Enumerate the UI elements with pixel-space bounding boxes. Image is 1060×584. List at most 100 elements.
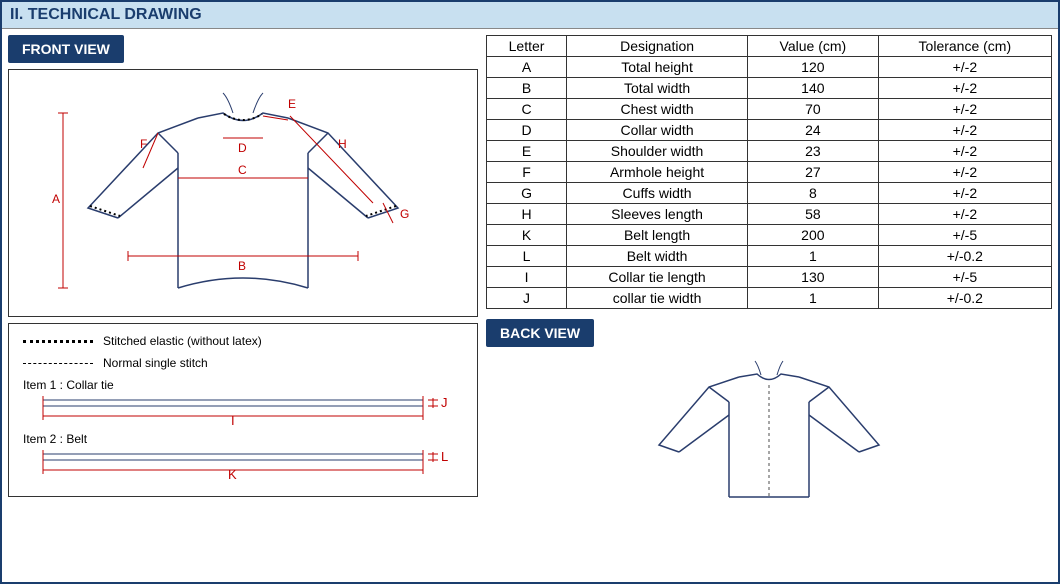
item1-width-letter: J (441, 395, 448, 410)
item1-label: Item 1 : Collar tie (23, 378, 463, 392)
table-cell: A (487, 57, 567, 78)
col-tolerance: Tolerance (cm) (878, 36, 1051, 57)
legend-dotted-text: Stitched elastic (without latex) (103, 334, 262, 348)
dim-F: F (140, 137, 147, 151)
table-cell: Shoulder width (567, 141, 748, 162)
table-row: EShoulder width23+/-2 (487, 141, 1052, 162)
left-column: FRONT VIEW (8, 35, 478, 512)
table-cell: +/-2 (878, 120, 1051, 141)
table-cell: E (487, 141, 567, 162)
dim-G: G (400, 207, 409, 221)
back-view-area: BACK VIEW (486, 319, 1052, 512)
table-cell: +/-2 (878, 99, 1051, 120)
legend-dotted: Stitched elastic (without latex) (23, 334, 463, 348)
table-cell: Belt width (567, 246, 748, 267)
table-row: DCollar width24+/-2 (487, 120, 1052, 141)
table-cell: 24 (748, 120, 879, 141)
item1-len-letter: I (231, 413, 235, 426)
item2-width-letter: L (441, 449, 448, 464)
table-cell: Sleeves length (567, 204, 748, 225)
col-letter: Letter (487, 36, 567, 57)
table-row: FArmhole height27+/-2 (487, 162, 1052, 183)
table-cell: Cuffs width (567, 183, 748, 204)
table-row: ATotal height120+/-2 (487, 57, 1052, 78)
table-cell: Chest width (567, 99, 748, 120)
content-row: FRONT VIEW (2, 29, 1058, 518)
table-cell: +/-2 (878, 57, 1051, 78)
table-cell: F (487, 162, 567, 183)
table-cell: D (487, 120, 567, 141)
table-cell: 130 (748, 267, 879, 288)
right-column: Letter Designation Value (cm) Tolerance … (486, 35, 1052, 512)
legend-dashed-text: Normal single stitch (103, 356, 208, 370)
table-cell: 70 (748, 99, 879, 120)
table-cell: +/-5 (878, 267, 1051, 288)
table-cell: Belt length (567, 225, 748, 246)
table-row: LBelt width1+/-0.2 (487, 246, 1052, 267)
table-cell: 27 (748, 162, 879, 183)
table-row: CChest width70+/-2 (487, 99, 1052, 120)
table-cell: +/-2 (878, 78, 1051, 99)
dim-E: E (288, 97, 296, 111)
table-cell: 58 (748, 204, 879, 225)
table-cell: +/-0.2 (878, 246, 1051, 267)
back-view-label: BACK VIEW (486, 319, 594, 347)
dim-A: A (52, 192, 60, 206)
table-row: BTotal width140+/-2 (487, 78, 1052, 99)
page-frame: II. TECHNICAL DRAWING FRONT VIEW (0, 0, 1060, 584)
table-row: KBelt length200+/-5 (487, 225, 1052, 246)
dotted-sample (23, 340, 93, 343)
col-designation: Designation (567, 36, 748, 57)
table-cell: +/-2 (878, 141, 1051, 162)
table-cell: +/-2 (878, 183, 1051, 204)
table-row: ICollar tie length130+/-5 (487, 267, 1052, 288)
table-cell: B (487, 78, 567, 99)
item2-bar: K L (23, 448, 463, 480)
legend-dashed: Normal single stitch (23, 356, 463, 370)
table-row: GCuffs width8+/-2 (487, 183, 1052, 204)
front-gown-svg: A B C D E F G H (28, 78, 458, 308)
dim-C: C (238, 163, 247, 177)
dim-D: D (238, 141, 247, 155)
table-cell: 1 (748, 288, 879, 309)
front-drawing-box: A B C D E F G H (8, 69, 478, 317)
table-cell: 23 (748, 141, 879, 162)
front-view-label: FRONT VIEW (8, 35, 124, 63)
spec-table: Letter Designation Value (cm) Tolerance … (486, 35, 1052, 309)
table-cell: 1 (748, 246, 879, 267)
table-cell: 8 (748, 183, 879, 204)
table-cell: Collar tie length (567, 267, 748, 288)
table-cell: L (487, 246, 567, 267)
table-cell: Total width (567, 78, 748, 99)
table-cell: 140 (748, 78, 879, 99)
table-cell: G (487, 183, 567, 204)
back-gown-svg (629, 357, 909, 507)
table-row: HSleeves length58+/-2 (487, 204, 1052, 225)
legend-box: Stitched elastic (without latex) Normal … (8, 323, 478, 497)
col-value: Value (cm) (748, 36, 879, 57)
table-cell: J (487, 288, 567, 309)
table-cell: +/-2 (878, 204, 1051, 225)
table-cell: +/-0.2 (878, 288, 1051, 309)
table-row: Jcollar tie width1+/-0.2 (487, 288, 1052, 309)
table-cell: K (487, 225, 567, 246)
spec-table-header-row: Letter Designation Value (cm) Tolerance … (487, 36, 1052, 57)
table-cell: Total height (567, 57, 748, 78)
table-cell: +/-2 (878, 162, 1051, 183)
item2-label: Item 2 : Belt (23, 432, 463, 446)
table-cell: 200 (748, 225, 879, 246)
dashed-sample (23, 363, 93, 364)
dim-H: H (338, 137, 347, 151)
table-cell: H (487, 204, 567, 225)
dim-B: B (238, 259, 246, 273)
table-cell: collar tie width (567, 288, 748, 309)
section-header: II. TECHNICAL DRAWING (2, 2, 1058, 29)
item1-bar: I J (23, 394, 463, 426)
table-cell: +/-5 (878, 225, 1051, 246)
table-cell: 120 (748, 57, 879, 78)
table-cell: C (487, 99, 567, 120)
table-cell: I (487, 267, 567, 288)
table-cell: Collar width (567, 120, 748, 141)
table-cell: Armhole height (567, 162, 748, 183)
item2-len-letter: K (228, 467, 237, 480)
